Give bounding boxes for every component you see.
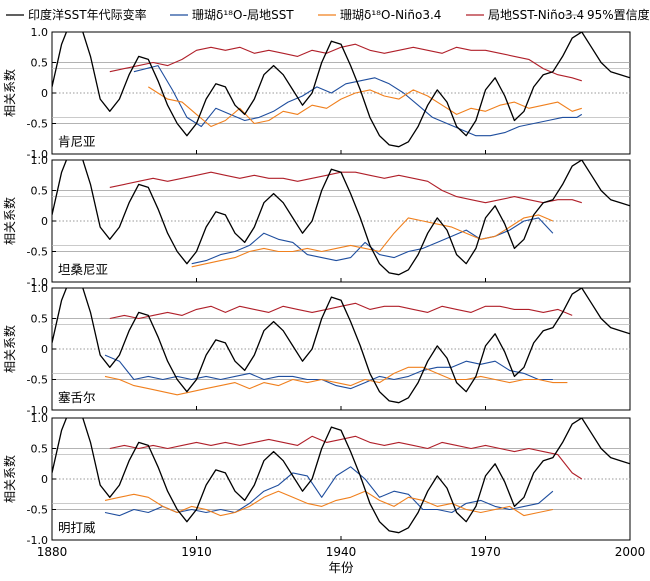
legend-label-coral_sst: 珊瑚δ¹⁸O-局地SST	[192, 7, 294, 22]
y-tick-label: 1.0	[31, 412, 49, 425]
panel-2: 1.0 0.5 0 -0.5 -1.0 坦桑尼亚 相关系数	[2, 154, 631, 289]
legend-item-sig95: 95%置信度检验	[565, 7, 650, 22]
series-line-iod	[52, 288, 630, 404]
legend-label-sig95: 95%置信度检验	[587, 7, 650, 22]
series-line-coral_nino	[104, 490, 554, 517]
legend-item-coral_nino: 珊瑚δ¹⁸O-Niño3.4	[318, 7, 441, 22]
series-line-iod	[52, 32, 630, 148]
legend-item-sst_nino: 局地SST-Niño3.4	[466, 8, 584, 22]
y-tick-label: 0	[41, 87, 48, 100]
panel-site-label: 坦桑尼亚	[58, 262, 108, 277]
legend-label-iod: 印度洋SST年代际变率	[28, 7, 147, 22]
y-tick-label: 0.5	[31, 57, 49, 70]
y-tick-label: 0	[41, 215, 48, 228]
legend-item-coral_sst: 珊瑚δ¹⁸O-局地SST	[170, 7, 294, 22]
series-line-sst_nino	[109, 43, 582, 82]
y-tick-label: 0.5	[31, 443, 49, 456]
y-tick-label: 0.5	[31, 313, 49, 326]
series-line-coral_sst	[104, 466, 554, 517]
series-line-sst_nino	[109, 435, 583, 480]
series-line-sst_nino	[109, 302, 573, 320]
panel-site-label: 塞舌尔	[58, 390, 96, 405]
y-tick-label: -1.0	[27, 276, 48, 289]
y-axis-label: 相关系数	[2, 197, 17, 245]
shared-axes: 1880 1910 1940 1970 2000 年份	[37, 545, 646, 575]
x-tick-label: 1970	[470, 545, 501, 559]
y-tick-label: -0.5	[27, 118, 48, 131]
y-axis-label: 相关系数	[2, 455, 17, 503]
panel-lines	[52, 32, 630, 148]
y-tick-label: 1.0	[31, 282, 49, 295]
y-axis-label: 相关系数	[2, 325, 17, 373]
y-tick-label: -1.0	[27, 148, 48, 161]
panel-lines	[52, 288, 630, 404]
legend: 印度洋SST年代际变率 珊瑚δ¹⁸O-局地SST 珊瑚δ¹⁸O-Niño3.4 局地S…	[6, 7, 650, 22]
x-axis-label: 年份	[328, 560, 354, 575]
panels: 1.00.50-0.5-1.0肯尼亚相关系数1.00.50-0.5-1.0坦桑尼…	[2, 26, 631, 547]
x-tick-label: 1880	[37, 545, 68, 559]
x-tick-label: 1910	[181, 545, 212, 559]
series-line-coral_sst	[104, 354, 553, 390]
panel-site-label: 明打威	[58, 520, 96, 535]
y-tick-label: 0	[41, 343, 48, 356]
y-tick-label: -1.0	[27, 404, 48, 417]
y-tick-label: 1.0	[31, 154, 49, 167]
x-tick-label: 1940	[326, 545, 357, 559]
panel-lines	[52, 160, 630, 276]
y-tick-label: 1.0	[31, 26, 49, 39]
panel-4: 1.0 0.5 0 -0.5 -1.0 明打威 相关系数	[2, 412, 631, 547]
series-line-sst_nino	[109, 171, 582, 204]
series-line-coral_nino	[148, 86, 582, 128]
y-tick-label: -0.5	[27, 246, 48, 259]
panel-3: 1.0 0.5 0 -0.5 -1.0 塞舌尔 相关系数	[2, 282, 631, 417]
series-line-coral_nino	[104, 366, 568, 396]
y-tick-label: -1.0	[27, 534, 48, 547]
panel-site-label: 肯尼亚	[58, 134, 96, 149]
y-axis-label: 相关系数	[2, 69, 17, 117]
series-line-iod	[52, 418, 630, 534]
x-tick-label: 2000	[615, 545, 646, 559]
y-tick-label: 0.5	[31, 185, 49, 198]
legend-item-iod: 印度洋SST年代际变率	[6, 7, 147, 22]
series-line-iod	[52, 160, 630, 276]
legend-label-sst_nino: 局地SST-Niño3.4	[488, 8, 584, 22]
legend-label-coral_nino: 珊瑚δ¹⁸O-Niño3.4	[340, 7, 441, 22]
y-tick-label: -0.5	[27, 374, 48, 387]
panel-1: 1.0 0.5 0 -0.5 -1.0 肯尼亚 相关系数	[2, 26, 631, 161]
series-line-coral_sst	[133, 65, 583, 137]
panel-lines	[52, 418, 630, 534]
y-tick-label: -0.5	[27, 504, 48, 517]
y-tick-label: 0	[41, 473, 48, 486]
